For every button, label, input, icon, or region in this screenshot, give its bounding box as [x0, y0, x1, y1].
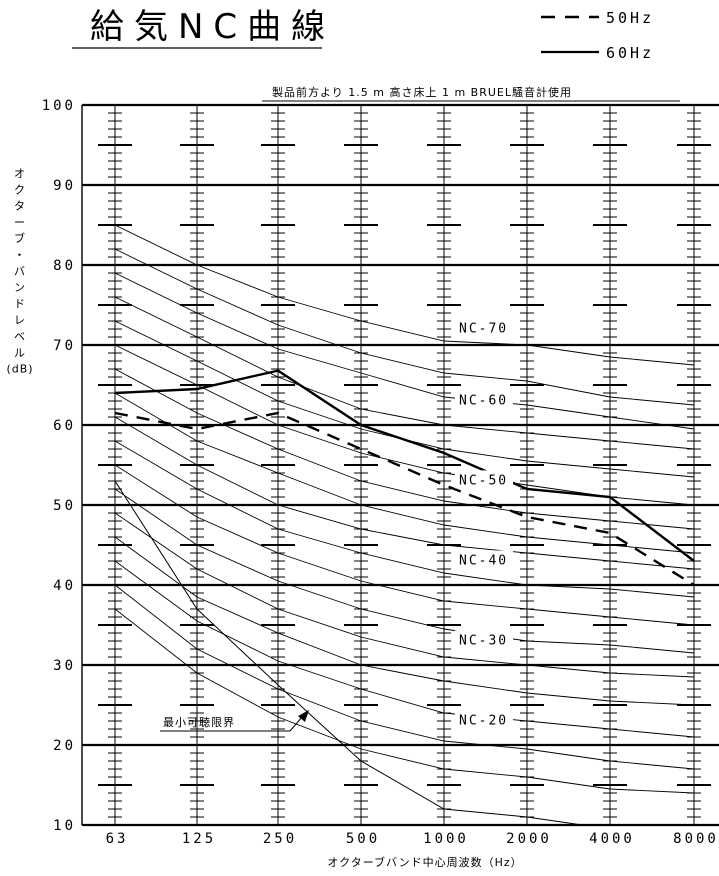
- y-axis-label-char: ク: [14, 183, 26, 196]
- threshold-leader-diag: [289, 715, 304, 732]
- nc-label: NC-50: [459, 473, 508, 488]
- nc-curve-16: [114, 608, 695, 794]
- x-tick-label: 63: [106, 831, 129, 847]
- nc-label: NC-60: [459, 393, 508, 408]
- band-column-8000: [677, 105, 711, 825]
- y-axis-label-char: タ: [14, 200, 26, 213]
- legend-label-60hz: 60Hz: [606, 44, 654, 62]
- y-axis-label-char: ー: [14, 216, 26, 229]
- nc-curve-6: [114, 368, 695, 530]
- band-column-1000: [427, 105, 461, 825]
- nc-label: NC-70: [459, 321, 508, 336]
- nc-label: NC-20: [459, 713, 508, 728]
- nc-curve-13: [114, 536, 695, 706]
- nc-label-backdrop: [455, 710, 513, 729]
- y-tick-label: 70: [53, 338, 76, 354]
- x-tick-label: 125: [182, 831, 216, 847]
- nc-label-backdrop: [455, 390, 513, 409]
- grid: [81, 103, 719, 827]
- measured-series: [114, 369, 695, 587]
- y-axis-label-char: ・: [14, 249, 26, 262]
- annotations: NC-70 NC-60 NC-50 NC-40 NC-30 NC-20 最小可聴限界: [160, 318, 513, 732]
- threshold-curve: [114, 480, 583, 826]
- y-axis-label-char: バ: [14, 265, 26, 278]
- nc-curve-8: [114, 416, 695, 570]
- y-axis-label-char: ブ: [14, 231, 26, 245]
- threshold-label: 最小可聴限界: [163, 716, 235, 729]
- band-column-4000: [593, 105, 627, 825]
- y-tick-label: 20: [53, 738, 76, 754]
- nc-curve-1: [114, 248, 695, 406]
- nc-curve-9: [114, 440, 695, 598]
- threshold-arrowhead: [298, 710, 309, 722]
- y-axis-label-char: ル: [14, 346, 26, 359]
- x-tick-label: 4000: [589, 831, 635, 847]
- nc-label-backdrop: [455, 550, 513, 569]
- nc-label-backdrop: [455, 630, 513, 649]
- y-tick-label: 90: [53, 178, 76, 194]
- nc-label: NC-40: [459, 553, 508, 568]
- band-column-250: [261, 105, 295, 825]
- x-tick-label: 2000: [506, 831, 552, 847]
- y-axis-label-char: オ: [14, 167, 26, 180]
- nc-label: NC-30: [459, 633, 508, 648]
- nc-curve-2: [114, 272, 695, 430]
- band-column-2000: [510, 105, 544, 825]
- nc-label-backdrop: [455, 470, 513, 489]
- series-line-60Hz: [114, 369, 695, 562]
- nc-curve-14: [114, 560, 695, 738]
- nc-curves: [114, 224, 695, 826]
- y-tick-label: 30: [53, 658, 76, 674]
- nc-label-backdrop: [455, 318, 513, 337]
- y-tick-label: 40: [53, 578, 76, 594]
- y-axis-label-char: (dB): [6, 363, 33, 376]
- nc-curve-15: [114, 584, 695, 770]
- legend: 50Hz 60Hz: [541, 9, 654, 62]
- band-column-500: [344, 105, 378, 825]
- legend-label-50hz: 50Hz: [606, 9, 654, 27]
- x-tick-label: 250: [263, 831, 297, 847]
- nc-curve-12: [114, 512, 695, 678]
- y-tick-label: 50: [53, 498, 76, 514]
- chart-title: 給気NC曲線: [90, 7, 335, 47]
- nc-curve-0: [114, 224, 695, 366]
- condition-note: 製品前方より 1.5 m 高さ床上 1 m BRUEL騒音計使用: [272, 85, 572, 99]
- tick-labels: 10 20 30 40 50 60 70 80 90 100 63 125 250 500 1000 2000…: [6, 98, 719, 869]
- y-axis-label-char: ン: [14, 281, 26, 294]
- nc-curve-11: [114, 488, 695, 654]
- y-tick-label: 60: [53, 418, 76, 434]
- nc-curve-3: [114, 296, 695, 450]
- nc-curve-7: [114, 392, 695, 554]
- x-tick-label: 1000: [423, 831, 469, 847]
- y-axis-label-char: レ: [14, 314, 26, 327]
- series-line-50Hz: [114, 411, 695, 587]
- y-tick-label: 100: [42, 98, 76, 114]
- y-tick-label: 10: [53, 818, 76, 834]
- x-tick-label: 8000: [673, 831, 719, 847]
- x-axis-label: オクターブバンド中心周波数（Hz）: [327, 855, 522, 869]
- y-tick-label: 80: [53, 258, 76, 274]
- y-axis-label-char: ベ: [14, 330, 26, 343]
- y-axis-label-char: ド: [14, 297, 26, 310]
- nc-curve-10: [114, 464, 695, 626]
- x-tick-label: 500: [346, 831, 380, 847]
